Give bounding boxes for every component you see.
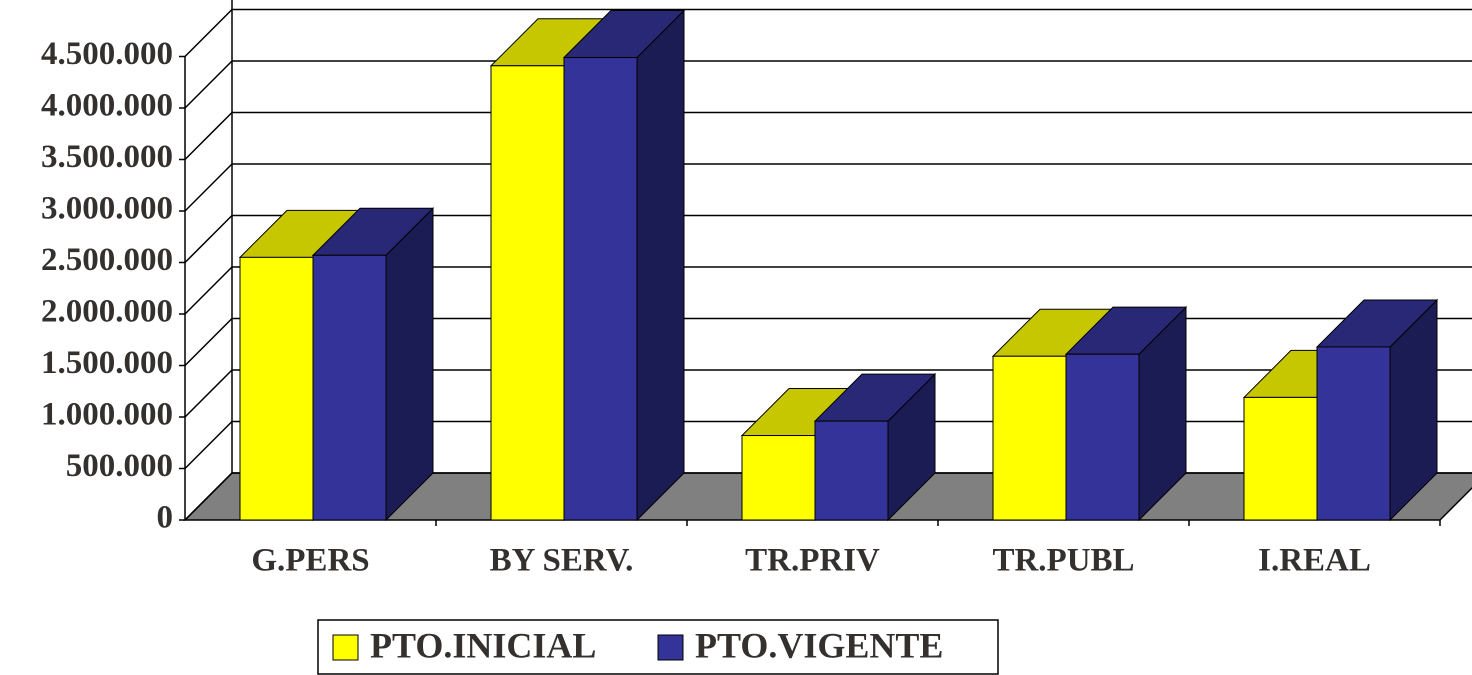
y-tick-label: 4.500.000	[41, 36, 173, 72]
y-tick-label: 1.000.000	[41, 397, 173, 433]
legend-swatch	[332, 634, 359, 661]
grid-line-side	[184, 8, 233, 58]
x-tick-label: TR.PRIV	[745, 543, 880, 579]
bar-side	[385, 207, 434, 522]
y-tick-label: 2.000.000	[41, 294, 173, 330]
grid-line-side	[184, 163, 233, 212]
y-tick-label: 2.500.000	[41, 242, 173, 278]
grid-line-side	[184, 111, 233, 161]
bar	[563, 57, 638, 521]
y-tick-label: 0	[157, 500, 174, 536]
grid-line-side	[184, 317, 233, 367]
grid-line-side	[184, 266, 233, 315]
bar	[1316, 346, 1391, 521]
legend-swatch	[657, 634, 684, 661]
legend-label: PTO.VIGENTE	[695, 625, 943, 665]
y-tick-label: 3.000.000	[41, 191, 173, 227]
grid-line-side	[184, 60, 233, 109]
bar	[992, 355, 1067, 521]
y-tick-label: 3.500.000	[41, 139, 173, 175]
bar	[490, 65, 565, 521]
bar-side	[636, 9, 685, 522]
bar	[741, 435, 816, 521]
x-tick-label: BY SERV.	[490, 543, 634, 579]
bar	[312, 254, 387, 521]
x-tick-label: G.PERS	[251, 543, 369, 579]
grid-line-side	[184, 420, 233, 470]
bar	[1065, 353, 1140, 521]
bar	[814, 420, 889, 521]
y-tick-label: 500.000	[66, 448, 173, 484]
x-tick-label: TR.PUBL	[992, 543, 1134, 579]
grid-line-side	[184, 214, 233, 264]
grid-line-side	[184, 472, 233, 521]
legend-label: PTO.INICIAL	[370, 625, 596, 665]
bar	[1243, 396, 1318, 521]
y-tick-label: 4.000.000	[41, 88, 173, 124]
x-tick-label: I.REAL	[1258, 543, 1371, 579]
bar	[239, 256, 314, 521]
y-tick-label: 1.500.000	[41, 345, 173, 381]
grid-line-side	[184, 369, 233, 418]
